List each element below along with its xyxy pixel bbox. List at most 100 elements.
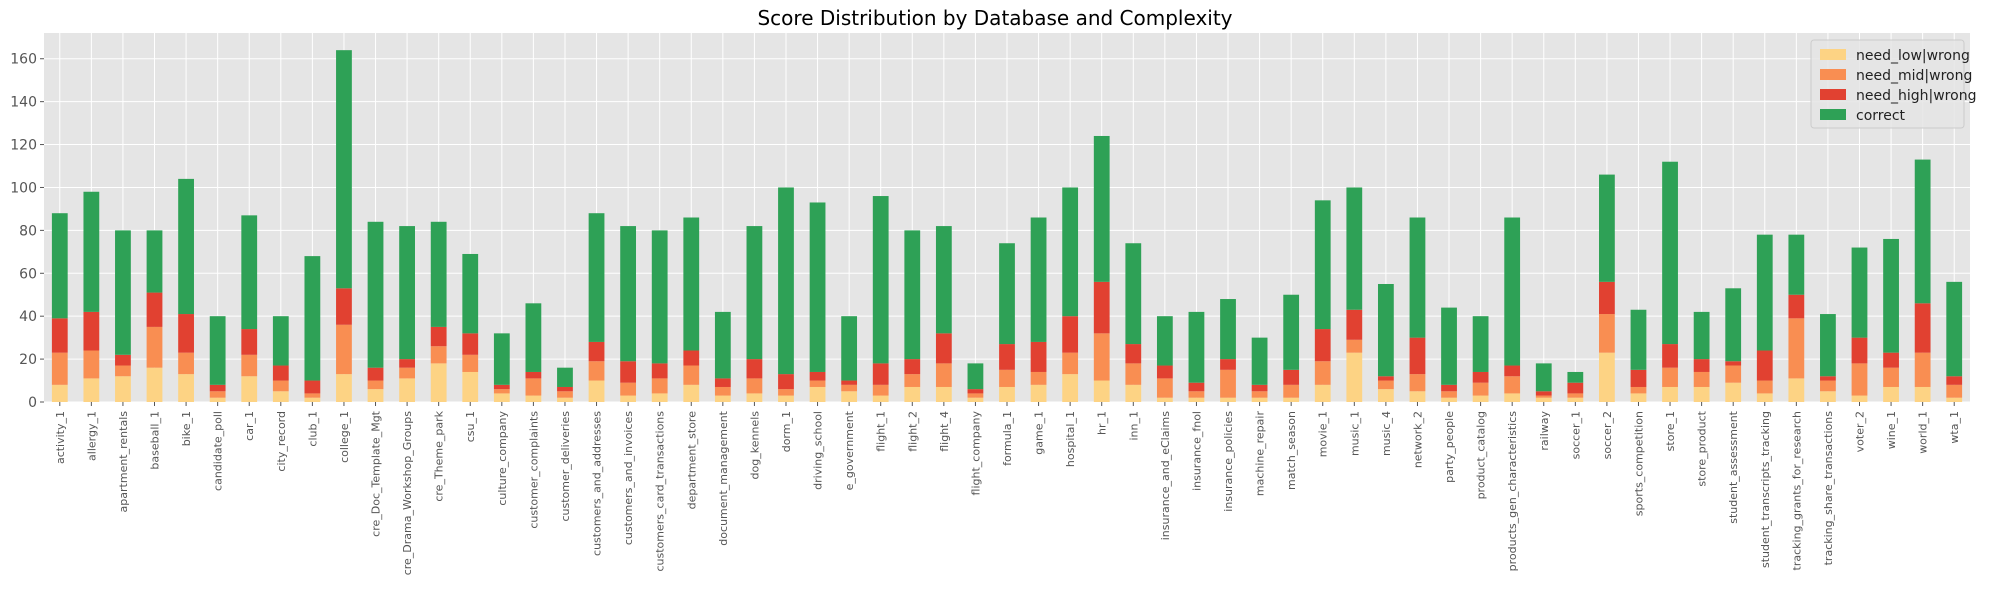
bar-segment: [1346, 339, 1363, 353]
bar-segment: [1946, 376, 1963, 385]
y-tick-label: 0: [28, 395, 37, 411]
bar-segment: [714, 378, 731, 387]
bar-segment: [1251, 391, 1268, 398]
bar-segment: [1220, 397, 1236, 402]
bar-segment: [1693, 371, 1710, 387]
bar-segment: [493, 389, 510, 394]
bar-segment: [462, 333, 479, 355]
bar-segment: [304, 393, 321, 398]
bar-segment: [778, 395, 794, 402]
bar-segment: [1630, 309, 1647, 370]
bar-segment: [272, 391, 289, 402]
bar-segment: [1125, 344, 1142, 364]
bar-segment: [1820, 380, 1836, 392]
bar-segment: [651, 393, 668, 402]
bar-segment: [1756, 350, 1773, 381]
x-tick-label: candidate_poll: [212, 411, 225, 491]
bar-segment: [1599, 314, 1615, 353]
bar-segment: [51, 352, 68, 385]
bar-segment: [525, 303, 542, 372]
bar-segment: [241, 376, 258, 402]
bar-segment: [588, 380, 605, 402]
bar-segment: [620, 361, 637, 383]
bar-segment: [83, 378, 100, 402]
x-tick-label: customers_and_addresses: [591, 411, 604, 556]
bar-segment: [462, 253, 479, 334]
bar-segment: [683, 217, 700, 351]
bar-segment: [178, 352, 194, 375]
bar-segment: [935, 333, 952, 364]
bar-segment: [209, 316, 226, 385]
bar-segment: [620, 382, 637, 396]
x-tick-label: customer_deliveries: [559, 411, 572, 522]
x-tick-label: allergy_1: [85, 411, 98, 461]
bar-segment: [1914, 159, 1931, 304]
bar-segment: [872, 395, 889, 402]
bar-segment: [336, 324, 352, 375]
bar-segment: [1409, 391, 1426, 402]
x-tick-label: dog_kennels: [748, 411, 761, 480]
bar-segment: [1851, 395, 1868, 402]
bar-segment: [967, 393, 984, 398]
bar-segment: [746, 393, 763, 402]
bar-segment: [304, 380, 321, 394]
bar-segment: [1883, 238, 1899, 353]
bar-segment: [430, 221, 447, 327]
bar-segment: [272, 316, 289, 366]
plot-area: 0 20 40 60 80 100 120 140 160 activity_1 allergy_1…: [10, 33, 1970, 575]
bar-segment: [1504, 217, 1521, 366]
bar-segment: [557, 391, 573, 398]
x-tick-label: culture_company: [496, 411, 509, 506]
x-tick-label: store_product: [1696, 410, 1709, 486]
bar-segment: [367, 221, 384, 368]
bar-segment: [683, 350, 700, 366]
x-tick-label: insurance_policies: [1222, 411, 1235, 512]
bar-segment: [746, 359, 763, 379]
bar-segment: [1599, 352, 1615, 402]
bar-segment: [557, 397, 573, 402]
bar-segment: [1788, 294, 1805, 319]
bar-segment: [1472, 371, 1489, 383]
bar-segment: [1409, 337, 1426, 375]
bar-segment: [904, 359, 921, 375]
bar-segment: [809, 371, 826, 381]
bar-segment: [1251, 337, 1268, 385]
bar-segment: [146, 292, 163, 327]
bar-segment: [557, 367, 573, 387]
bar-segment: [1156, 397, 1173, 402]
bar-segment: [1030, 371, 1047, 385]
bar-segment: [1914, 303, 1931, 353]
bar-segment: [683, 384, 700, 402]
x-tick-label: student_transcripts_tracking: [1759, 411, 1772, 568]
bar-segment: [1377, 380, 1394, 390]
y-tick-label: 120: [10, 138, 37, 154]
bar-segment: [651, 230, 668, 364]
x-tick-label: cre_Doc_Template_Mgt: [370, 410, 383, 537]
bar-segment: [809, 386, 826, 402]
bar-segment: [1156, 378, 1173, 398]
x-tick-label: music_4: [1380, 411, 1393, 456]
bar-segment: [1314, 329, 1331, 362]
bar-segment: [967, 397, 984, 402]
bar-segment: [872, 384, 889, 396]
bar-segment: [241, 329, 258, 355]
bar-segment: [1188, 391, 1205, 398]
bar-segment: [336, 50, 352, 289]
x-tick-label: flight_1: [875, 411, 888, 452]
bar-segment: [1093, 380, 1110, 402]
bar-segment: [1567, 397, 1584, 402]
y-tick-label: 100: [10, 180, 37, 196]
x-tick-label: soccer_1: [1569, 411, 1582, 459]
bar-segment: [1725, 382, 1742, 402]
bar-segment: [146, 230, 163, 293]
legend-swatch: [1820, 109, 1846, 120]
x-tick-label: apartment_rentals: [117, 411, 130, 513]
bar-segment: [1725, 365, 1742, 383]
bar-segment: [935, 363, 952, 387]
bar-segment: [1283, 369, 1300, 385]
x-tick-label: store_1: [1664, 411, 1677, 451]
bar-segment: [904, 386, 921, 402]
bar-segment: [1377, 389, 1394, 402]
x-tick-label: soccer_2: [1601, 411, 1614, 459]
bar-segment: [904, 374, 921, 387]
